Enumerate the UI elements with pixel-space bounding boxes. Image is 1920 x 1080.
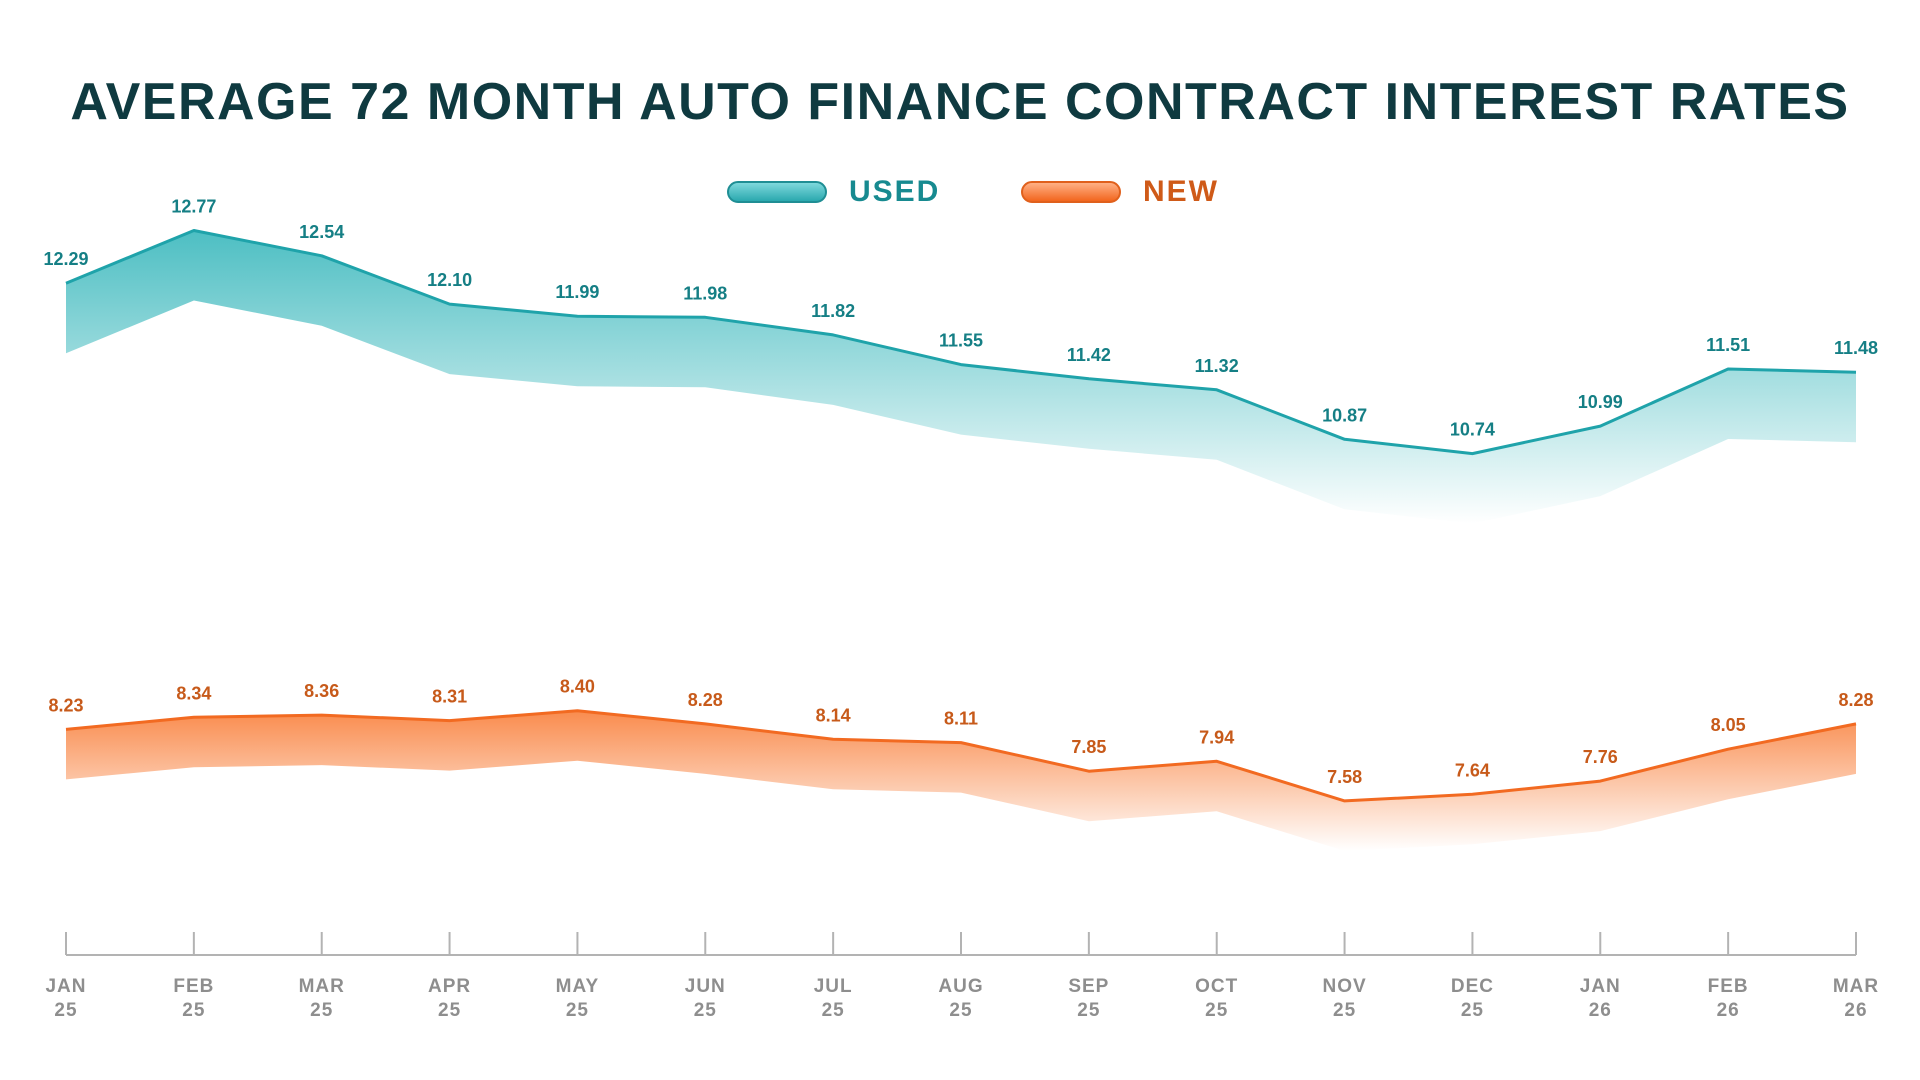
x-axis: JAN 25 FEB 25 MAR 25 APR 25 MAY 25 JUN 25 JUL 25 AUG 25… — [45, 932, 1879, 1021]
data-label-used: 11.82 — [811, 301, 855, 321]
legend-label-used: USED — [849, 175, 941, 208]
x-tick-label-month: FEB — [1708, 976, 1749, 997]
legend-label-new: NEW — [1143, 175, 1219, 208]
x-tick-label-month: NOV — [1322, 976, 1366, 997]
legend-item-used: USED — [727, 172, 940, 212]
data-label-used: 10.87 — [1322, 405, 1367, 425]
data-label-new: 7.94 — [1199, 727, 1234, 747]
data-label-used: 12.10 — [427, 270, 472, 290]
data-label-used: 10.74 — [1450, 420, 1495, 440]
data-label-new: 7.85 — [1071, 737, 1106, 757]
x-tick-label-year: 25 — [949, 1000, 972, 1021]
line-used — [65, 229, 1857, 456]
data-label-used: 11.98 — [683, 283, 727, 303]
legend-item-new: NEW — [1021, 172, 1219, 212]
x-tick-label-month: OCT — [1195, 976, 1238, 997]
data-label-used: 12.77 — [171, 197, 216, 217]
x-tick-label-month: JAN — [1580, 976, 1621, 997]
x-tick-label-month: FEB — [173, 976, 214, 997]
x-tick-label-year: 26 — [1717, 1000, 1740, 1021]
data-label-new: 8.31 — [432, 687, 467, 707]
x-tick-label-month: APR — [428, 976, 471, 997]
data-label-new: 8.14 — [816, 705, 851, 725]
data-label-new: 8.28 — [1838, 690, 1873, 710]
area-used — [66, 230, 1856, 524]
data-label-new: 8.36 — [304, 681, 339, 701]
data-label-used: 10.99 — [1578, 392, 1623, 412]
data-label-new: 8.11 — [944, 709, 978, 729]
data-label-used: 11.51 — [1706, 335, 1750, 355]
series-used: 12.29 12.77 12.54 12.10 11.99 11.98 11.82 11.55… — [43, 197, 1878, 524]
data-label-used: 12.54 — [299, 222, 344, 242]
legend-swatch-used — [727, 181, 827, 203]
x-tick-label-month: DEC — [1451, 976, 1494, 997]
x-tick-label-year: 25 — [54, 1000, 77, 1021]
x-tick-label-year: 25 — [1205, 1000, 1228, 1021]
x-tick-label-year: 25 — [438, 1000, 461, 1021]
data-label-used: 12.29 — [43, 249, 88, 269]
legend-swatch-new — [1021, 181, 1121, 203]
x-tick-label-month: MAR — [1833, 976, 1879, 997]
x-tick-label-month: MAR — [299, 976, 345, 997]
data-label-new: 8.28 — [688, 690, 723, 710]
x-tick-label-year: 25 — [822, 1000, 845, 1021]
data-label-used: 11.48 — [1834, 338, 1878, 358]
data-label-used: 11.55 — [939, 331, 983, 351]
x-tick-label-month: JAN — [45, 976, 86, 997]
x-tick-label-year: 25 — [1333, 1000, 1356, 1021]
x-tick-label-year: 25 — [1461, 1000, 1484, 1021]
data-label-used: 11.99 — [555, 282, 599, 302]
x-tick-label-month: JUN — [685, 976, 726, 997]
data-label-new: 8.40 — [560, 677, 595, 697]
data-label-new: 8.23 — [48, 695, 83, 715]
x-tick-label-year: 25 — [310, 1000, 333, 1021]
data-label-used: 11.32 — [1195, 356, 1239, 376]
data-label-new: 7.64 — [1455, 760, 1490, 780]
x-tick-label-month: SEP — [1068, 976, 1109, 997]
x-tick-label-month: AUG — [938, 976, 983, 997]
line-new — [65, 709, 1857, 803]
x-tick-label-year: 25 — [566, 1000, 589, 1021]
chart-title: AVERAGE 72 MONTH AUTO FINANCE CONTRACT I… — [70, 73, 1850, 131]
x-tick-label-year: 26 — [1589, 1000, 1612, 1021]
data-label-new: 8.05 — [1711, 715, 1746, 735]
x-tick-label-year: 25 — [182, 1000, 205, 1021]
x-tick-label-month: MAY — [556, 976, 599, 997]
data-label-new: 7.76 — [1583, 747, 1618, 767]
legend: USED NEW — [0, 172, 1920, 212]
data-label-new: 7.58 — [1327, 767, 1362, 787]
area-new — [66, 710, 1856, 851]
data-label-used: 11.42 — [1067, 345, 1111, 365]
x-tick-label-year: 26 — [1844, 1000, 1867, 1021]
x-tick-label-year: 25 — [694, 1000, 717, 1021]
x-tick-label-year: 25 — [1077, 1000, 1100, 1021]
series-new: 8.23 8.34 8.36 8.31 8.40 8.28 8.14 8.11 7.85 7.94… — [48, 677, 1874, 851]
data-label-new: 8.34 — [176, 683, 211, 703]
x-tick-label-month: JUL — [814, 976, 853, 997]
